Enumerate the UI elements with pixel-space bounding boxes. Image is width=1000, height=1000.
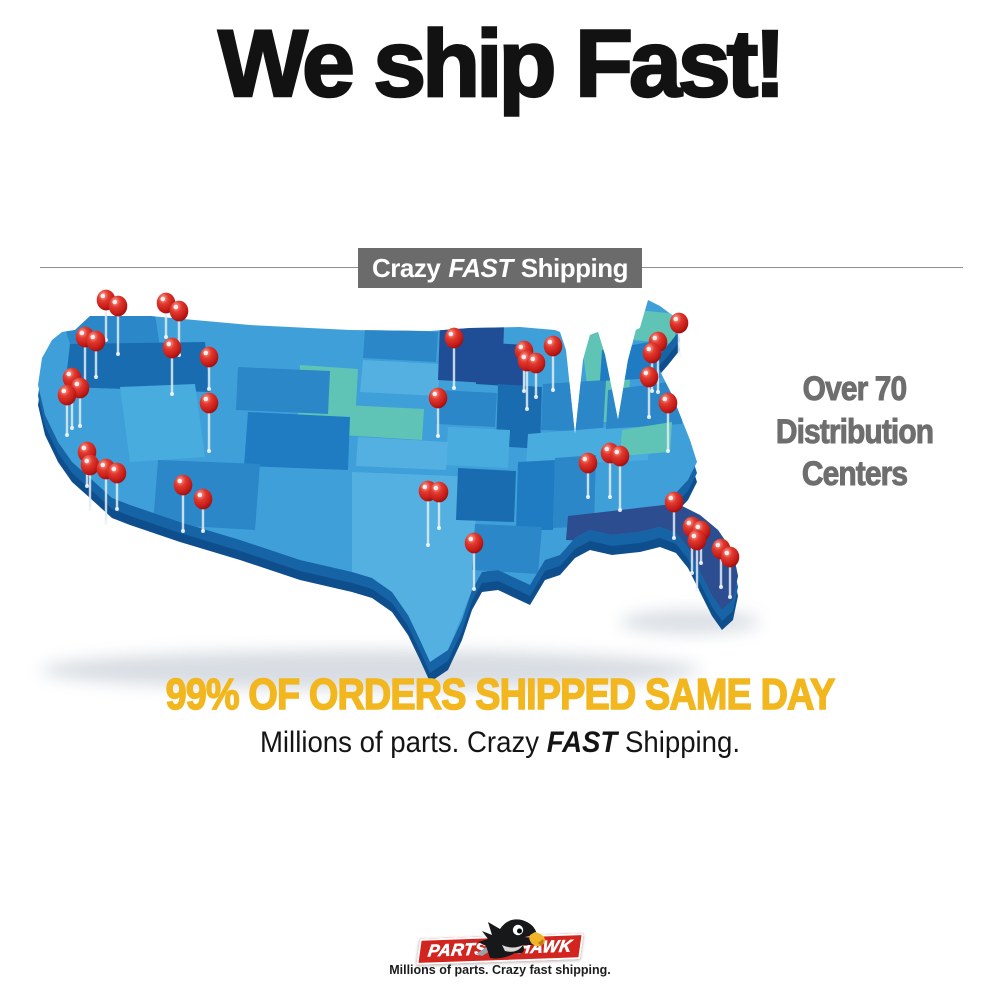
location-pin [80,454,100,476]
subline-suffix: Shipping. [617,726,741,759]
location-pin [610,445,630,467]
us-map-svg [38,289,760,690]
state-patches [60,310,738,662]
location-pin [444,327,464,349]
location-pin [658,392,678,414]
location-pin [526,352,546,374]
location-pin [162,337,182,359]
location-pin [464,532,484,554]
location-pin [639,366,659,388]
location-pin [543,335,563,357]
location-pin [57,384,77,406]
location-pin [199,346,219,368]
subline: Millions of parts. Crazy FAST Shipping. [40,726,960,760]
location-pin [107,462,127,484]
logo-tagline: Millions of parts. Crazy fast shipping. [389,963,611,977]
note-line-1: Over 70 [802,370,907,409]
location-pin [193,488,213,510]
ribbon-emphasis: FAST [448,252,513,283]
location-pin [669,312,689,334]
note-line-3: Centers [801,455,908,494]
subline-prefix: Millions of parts. Crazy [259,726,547,759]
location-pin [86,330,106,352]
location-pin [173,474,193,496]
distribution-centers-note: Over 70 Distribution Centers [756,368,954,496]
location-pin [687,529,707,551]
ribbon-prefix: Crazy [372,252,441,283]
location-pin [429,481,449,503]
same-day-tagline: 99% OF ORDERS SHIPPED SAME DAY [165,669,836,720]
location-pin [578,452,598,474]
location-pin [642,342,662,364]
us-distribution-map [10,272,770,702]
headline: We ship Fast! [217,10,787,119]
shipping-ribbon: Crazy FAST Shipping [358,248,642,288]
hawk-head-icon [476,919,546,959]
note-line-2: Distribution [775,412,934,451]
location-pin [720,546,740,568]
location-pin [664,491,684,513]
location-pin [169,300,189,322]
pin-heads [57,289,740,568]
location-pin [428,387,448,409]
ribbon-suffix: Shipping [520,252,629,283]
location-pin [108,295,128,317]
location-pin [199,392,219,414]
subline-emphasis: FAST [546,726,618,759]
